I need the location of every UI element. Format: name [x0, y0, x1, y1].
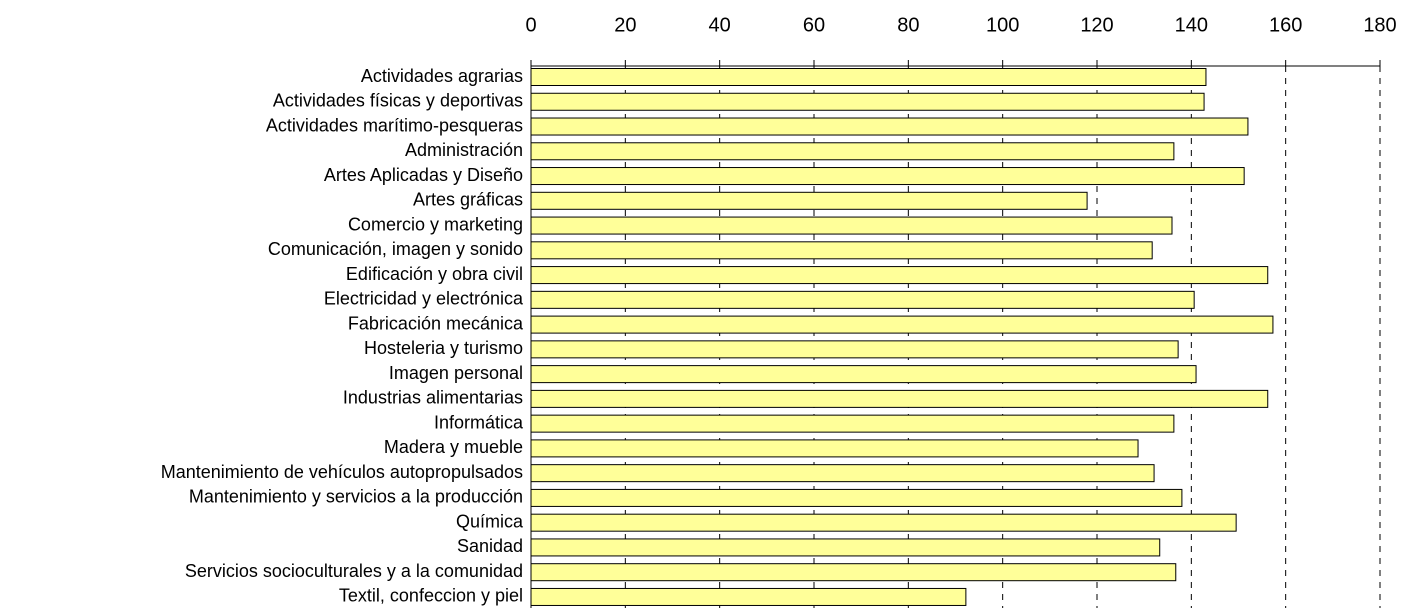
bar	[530, 439, 1139, 458]
bar	[530, 488, 1183, 507]
y-tick-label: Servicios socioculturales y a la comunid…	[185, 561, 523, 581]
bar	[530, 216, 1173, 235]
bar	[530, 464, 1155, 483]
y-tick-label: Mantenimiento de vehículos autopropulsad…	[161, 462, 523, 482]
y-tick-label: Actividades agrarias	[361, 66, 523, 86]
bar	[530, 340, 1179, 359]
y-tick-label: Artes Aplicadas y Diseño	[324, 165, 523, 185]
bar	[530, 167, 1245, 186]
y-tick-label: Mantenimiento y servicios a la producció…	[189, 487, 523, 507]
bar	[530, 563, 1177, 582]
y-tick-label: Textil, confeccion y piel	[339, 586, 523, 606]
y-tick-label: Electricidad y electrónica	[324, 289, 524, 309]
bar	[530, 538, 1161, 557]
x-tick-label: 60	[803, 14, 825, 36]
y-tick-label: Artes gráficas	[413, 190, 523, 210]
bar	[530, 290, 1195, 309]
bar	[530, 587, 967, 606]
bar	[530, 365, 1197, 384]
x-tick-label: 140	[1175, 14, 1208, 36]
y-tick-label: Administración	[405, 140, 523, 160]
y-tick-label: Comercio y marketing	[348, 214, 523, 234]
x-tick-label: 180	[1363, 14, 1396, 36]
bar	[530, 92, 1205, 111]
bar	[530, 68, 1207, 86]
y-tick-label: Edificación y obra civil	[346, 264, 523, 284]
y-tick-label: Actividades físicas y deportivas	[273, 91, 523, 111]
y-tick-label: Madera y mueble	[384, 437, 523, 457]
x-tick-label: 160	[1269, 14, 1302, 36]
x-tick-label: 40	[709, 14, 731, 36]
bar	[530, 266, 1269, 285]
y-tick-label: Comunicación, imagen y sonido	[268, 239, 523, 259]
y-tick-label: Industrias alimentarias	[343, 388, 523, 408]
y-tick-label: Fabricación mecánica	[348, 313, 524, 333]
y-tick-label: Actividades marítimo-pesqueras	[266, 115, 523, 135]
y-tick-label: Imagen personal	[389, 363, 523, 383]
bar	[530, 117, 1249, 136]
x-tick-label: 80	[897, 14, 919, 36]
y-tick-label: Química	[456, 511, 524, 531]
y-tick-label: Hosteleria y turismo	[364, 338, 523, 358]
y-tick-label: Informática	[434, 412, 524, 432]
bar	[530, 414, 1175, 433]
bar	[530, 513, 1237, 532]
x-tick-label: 120	[1080, 14, 1113, 36]
y-tick-label: Sanidad	[457, 536, 523, 556]
bar	[530, 241, 1153, 260]
x-tick-label: 20	[614, 14, 636, 36]
bar	[530, 142, 1175, 161]
x-tick-label: 0	[525, 14, 536, 36]
bar	[530, 191, 1088, 210]
x-tick-label: 100	[986, 14, 1019, 36]
bar	[530, 389, 1269, 408]
bar	[530, 315, 1274, 334]
